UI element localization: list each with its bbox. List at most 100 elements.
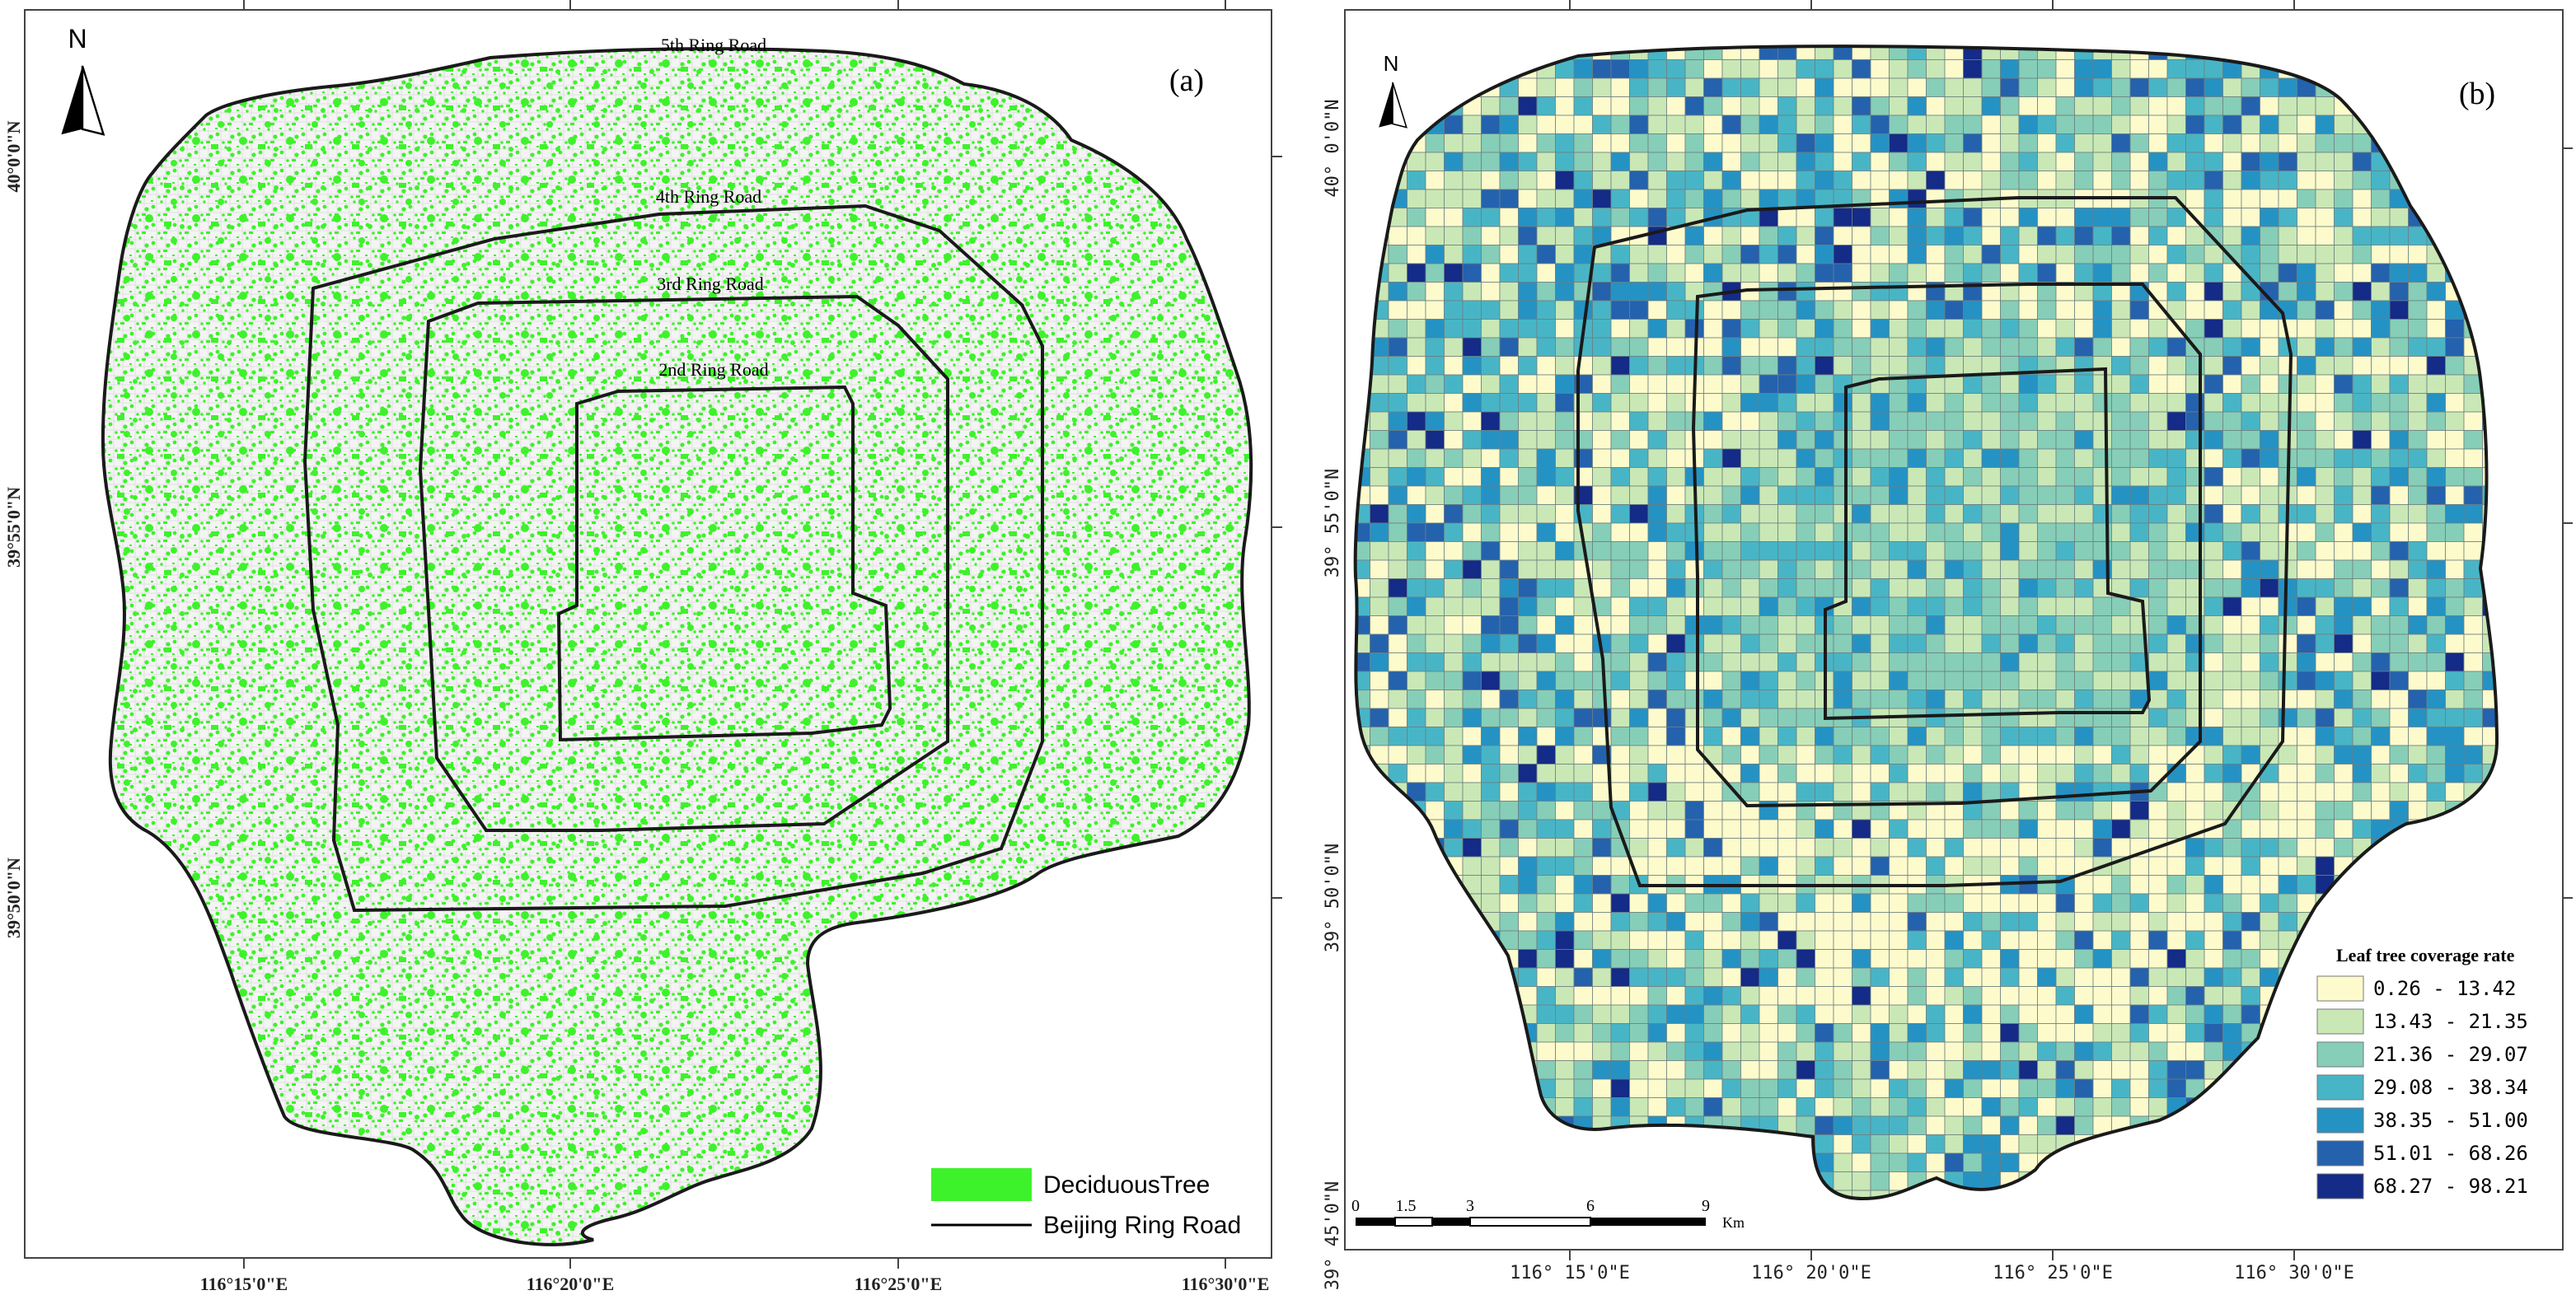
grid-cell — [2055, 504, 2075, 524]
grid-cell — [1963, 838, 1983, 858]
grid-cell — [1870, 1060, 1890, 1080]
grid-cell — [2241, 152, 2260, 171]
grid-cell — [1481, 171, 1501, 190]
grid-cell — [1870, 522, 1890, 542]
grid-cell — [2222, 1023, 2242, 1043]
legend-swatch — [2316, 1041, 2364, 1068]
grid-cell — [1889, 59, 1909, 79]
grid-cell — [2148, 856, 2168, 876]
grid-cell — [2037, 467, 2057, 487]
grid-cell — [1629, 448, 1649, 468]
grid-cell — [1721, 356, 1741, 376]
grid-cell — [1407, 504, 1426, 524]
grid-cell — [1592, 77, 1612, 97]
grid-cell — [1555, 485, 1575, 505]
grid-cell — [2260, 485, 2279, 505]
grid-cell — [1425, 374, 1445, 394]
grid-cell — [1815, 263, 1834, 283]
grid-cell — [2297, 522, 2316, 542]
grid-cell — [1555, 578, 1575, 598]
grid-cell — [2185, 171, 2205, 190]
grid-cell — [1852, 578, 1871, 598]
grid-cell — [2092, 59, 2112, 79]
grid-cell — [1815, 485, 1834, 505]
panel-b-second-ring — [1824, 367, 2152, 721]
grid-cell — [1462, 226, 1482, 245]
grid-cell — [1555, 263, 1575, 283]
grid-cell — [1555, 337, 1575, 357]
grid-cell — [1907, 986, 1927, 1006]
grid-cell — [2241, 559, 2260, 579]
grid-cell — [1833, 77, 1852, 97]
grid-cell — [1721, 467, 1741, 487]
grid-cell — [1647, 727, 1667, 746]
grid-cell — [1963, 337, 1983, 357]
grid-cell — [2000, 226, 2020, 245]
grid-cell — [2148, 949, 2168, 969]
grid-cell — [1740, 690, 1760, 709]
grid-cell — [2352, 337, 2372, 357]
grid-cell — [1926, 949, 1946, 969]
legend-class-label: 68.27 - 98.21 — [2373, 1175, 2528, 1198]
grid-cell — [1870, 411, 1890, 431]
grid-cell — [1740, 411, 1760, 431]
grid-cell — [2204, 115, 2223, 134]
grid-cell — [2148, 59, 2168, 79]
grid-cell — [1425, 745, 1445, 764]
grid-cell — [2185, 96, 2205, 116]
grid-cell — [2129, 1041, 2149, 1061]
grid-cell — [1926, 967, 1946, 987]
grid-cell — [2260, 596, 2279, 616]
grid-cell — [1907, 226, 1927, 245]
grid-cell — [2334, 819, 2354, 839]
grid-cell — [1981, 782, 2001, 802]
grid-cell — [1777, 912, 1797, 932]
grid-cell — [2260, 226, 2279, 245]
grid-cell — [1833, 633, 1852, 653]
grid-cell — [2204, 801, 2223, 820]
grid-cell — [1907, 152, 1927, 171]
grid-cell — [1370, 541, 1389, 561]
grid-cell — [1425, 430, 1445, 450]
grid-cell — [1536, 300, 1556, 320]
grid-cell — [2166, 782, 2186, 802]
grid-cell — [1889, 633, 1909, 653]
grid-cell — [2129, 374, 2149, 394]
grid-cell — [2000, 727, 2020, 746]
grid-cell — [1481, 504, 1501, 524]
grid-cell — [2352, 559, 2372, 579]
grid-cell — [2129, 949, 2149, 969]
grid-cell — [2074, 893, 2094, 913]
grid-cell — [1907, 782, 1927, 802]
grid-cell — [1407, 745, 1426, 764]
grid-cell — [2111, 96, 2131, 116]
grid-cell — [1518, 282, 1538, 302]
grid-cell — [1981, 1115, 2001, 1135]
grid-cell — [1518, 782, 1538, 802]
grid-cell — [1388, 393, 1407, 413]
grid-cell — [1481, 671, 1501, 690]
grid-cell — [2463, 690, 2483, 709]
grid-cell — [1833, 319, 1852, 339]
grid-cell — [2222, 986, 2242, 1006]
grid-cell — [2166, 485, 2186, 505]
grid-cell — [2389, 541, 2409, 561]
grid-cell — [1703, 115, 1723, 134]
grid-cell — [1944, 411, 1964, 431]
grid-cell — [2074, 485, 2094, 505]
grid-cell — [1740, 337, 1760, 357]
grid-cell — [2074, 578, 2094, 598]
grid-cell — [2092, 912, 2112, 932]
grid-cell — [2148, 633, 2168, 653]
grid-cell — [1518, 77, 1538, 97]
grid-cell — [1499, 578, 1519, 598]
grid-cell — [1684, 152, 1704, 171]
grid-cell — [2018, 374, 2038, 394]
grid-cell — [1518, 633, 1538, 653]
grid-cell — [2148, 77, 2168, 97]
grid-cell — [2037, 559, 2057, 579]
grid-cell — [1777, 393, 1797, 413]
grid-cell — [2000, 1115, 2020, 1135]
grid-cell — [1833, 59, 1852, 79]
grid-cell — [1610, 208, 1630, 227]
